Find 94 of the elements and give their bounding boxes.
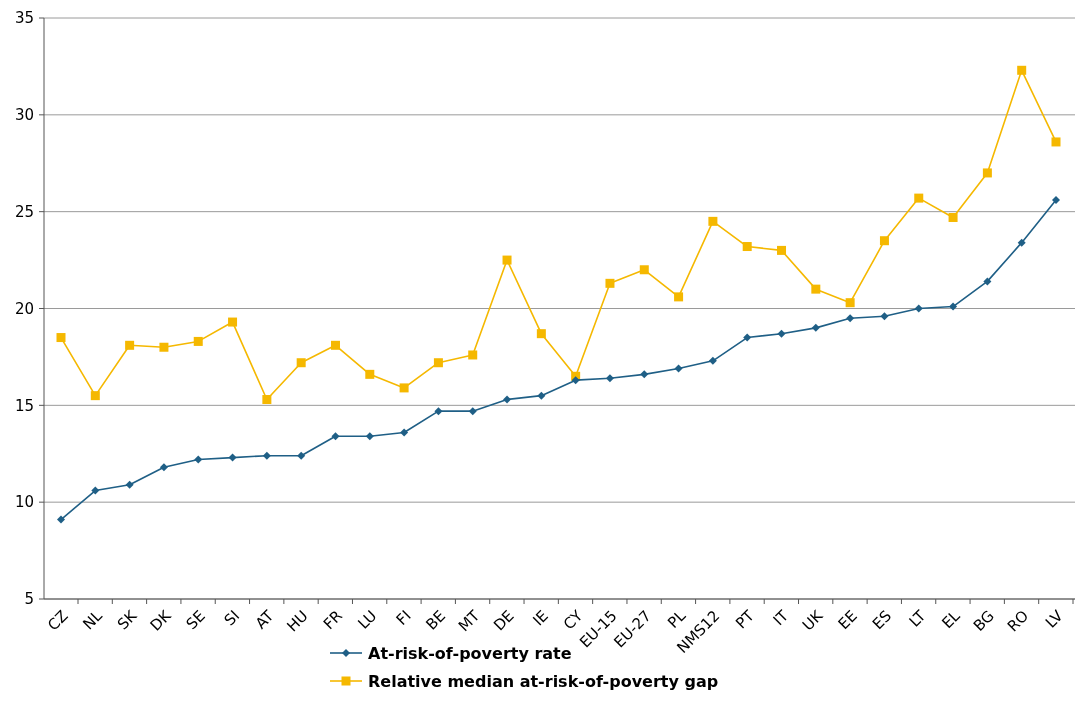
point <box>91 486 100 495</box>
legend-label: At-risk-of-poverty rate <box>368 643 572 663</box>
x-tick-label: BG <box>969 606 998 635</box>
x-tick-label: FR <box>319 606 347 634</box>
x-tick-label: DE <box>489 606 518 635</box>
point <box>537 391 546 400</box>
point <box>811 284 821 294</box>
point <box>983 277 992 286</box>
x-tick-label: EL <box>938 606 965 633</box>
point <box>296 358 306 368</box>
point <box>777 245 787 255</box>
point <box>297 451 306 460</box>
point <box>468 350 478 360</box>
point <box>56 333 66 343</box>
x-tick-label: EE <box>834 606 861 633</box>
x-tick-label: DK <box>146 605 176 635</box>
point <box>262 451 271 460</box>
x-tick-label: BE <box>422 606 449 634</box>
point <box>640 370 649 379</box>
x-tick-label: SK <box>113 605 141 634</box>
point <box>1017 65 1027 75</box>
point <box>879 236 889 246</box>
x-tick-label: NL <box>79 606 107 634</box>
point <box>330 340 340 350</box>
x-tick-label: IT <box>769 606 793 630</box>
point <box>90 391 100 401</box>
point <box>57 515 65 524</box>
point <box>331 432 340 441</box>
point <box>502 255 512 265</box>
x-tick-label: LV <box>1041 606 1068 632</box>
y-tick-label: 35 <box>14 9 34 28</box>
x-tick-label: HU <box>283 606 312 636</box>
x-tick-label: SE <box>182 606 209 633</box>
point <box>536 329 546 339</box>
point <box>777 329 786 338</box>
x-tick-label: CZ <box>44 606 72 635</box>
point <box>400 428 409 437</box>
point <box>365 432 374 441</box>
x-tick-label: CY <box>559 606 587 634</box>
point <box>914 193 924 203</box>
point <box>1017 238 1026 247</box>
point <box>159 342 169 352</box>
point <box>399 383 409 393</box>
x-tick-label: PT <box>732 606 759 633</box>
point <box>949 302 958 311</box>
point <box>605 278 615 288</box>
point <box>262 395 272 405</box>
x-tick-label: MT <box>454 606 484 636</box>
point <box>571 376 580 385</box>
y-tick-label: 5 <box>24 590 34 609</box>
point <box>674 292 684 302</box>
y-tick-label: 30 <box>14 106 34 125</box>
point <box>948 212 958 222</box>
point <box>982 168 992 178</box>
point <box>228 317 238 327</box>
point <box>605 374 614 383</box>
y-tick-label: 15 <box>14 396 34 415</box>
point <box>434 407 443 416</box>
point <box>159 463 168 472</box>
x-tick-label: RO <box>1003 606 1033 636</box>
point <box>468 407 477 416</box>
x-tick-label: ES <box>868 606 895 633</box>
point <box>742 242 752 252</box>
x-tick-label: FI <box>392 606 415 629</box>
point <box>674 364 683 373</box>
y-tick-label: 10 <box>14 493 34 512</box>
point <box>1052 196 1060 205</box>
point <box>228 453 237 462</box>
point <box>743 333 752 342</box>
point <box>880 312 889 321</box>
x-tick-label: LU <box>354 606 381 633</box>
point <box>193 336 203 346</box>
x-tick-label: UK <box>798 606 828 635</box>
x-tick-label: LT <box>905 606 930 631</box>
point <box>194 455 203 464</box>
point <box>639 265 649 275</box>
x-tick-label: AT <box>251 606 278 633</box>
point <box>708 356 717 365</box>
x-tick-label: SI <box>220 606 244 630</box>
point <box>914 304 923 313</box>
point <box>846 314 855 323</box>
point <box>503 395 512 404</box>
point <box>125 340 135 350</box>
point <box>845 298 855 308</box>
y-tick-label: 20 <box>14 299 34 318</box>
point <box>708 216 718 226</box>
x-tick-label: IE <box>529 606 552 630</box>
point <box>433 358 443 368</box>
point <box>125 480 134 489</box>
point <box>811 323 820 332</box>
legend-label: Relative median at-risk-of-poverty gap <box>368 671 719 691</box>
point <box>1051 137 1061 147</box>
y-tick-label: 25 <box>14 202 34 221</box>
point <box>365 369 375 379</box>
